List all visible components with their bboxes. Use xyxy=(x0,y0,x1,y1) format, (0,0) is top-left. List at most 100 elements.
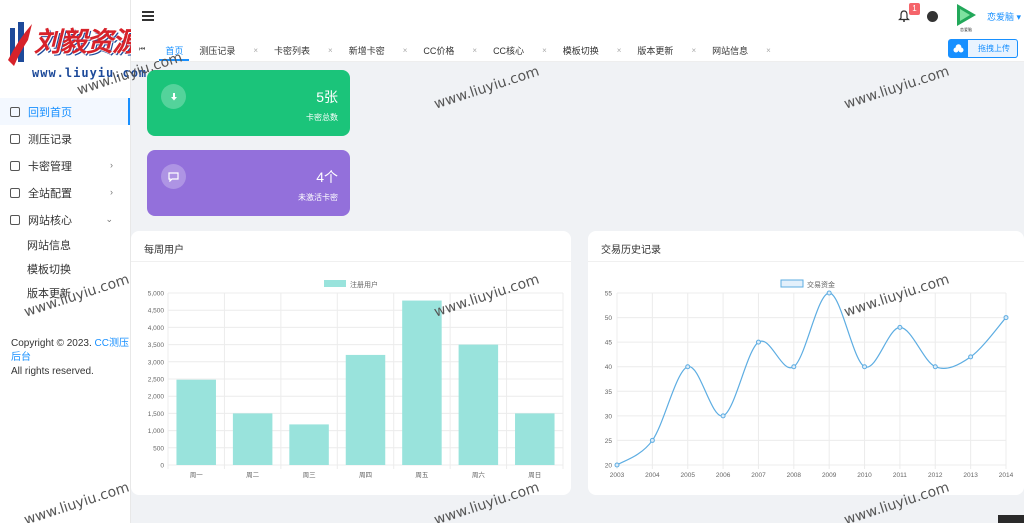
logo-mark-icon xyxy=(8,22,32,66)
user-menu[interactable]: 恋爱脑 ▾ xyxy=(987,10,1021,23)
x-tick-label: 2003 xyxy=(610,472,625,479)
tab-label: 版本更新 xyxy=(637,45,674,56)
data-point xyxy=(720,413,726,419)
tab-label: 模板切换 xyxy=(562,45,599,56)
watermark: www.liuyiu.com xyxy=(432,63,542,113)
tab-cc-core[interactable]: CC核心 × xyxy=(485,40,555,60)
x-tick-label: 周三 xyxy=(303,471,317,479)
x-tick-label: 周二 xyxy=(246,471,260,479)
data-point xyxy=(755,339,761,345)
sidebar-item-label: 回到首页 xyxy=(28,106,72,119)
close-icon[interactable]: × xyxy=(472,45,478,55)
caret-down-icon: ▾ xyxy=(1016,12,1022,22)
tab-label: CC核心 xyxy=(493,45,525,56)
sidebar-subitem-template[interactable]: 模板切换 xyxy=(27,264,71,276)
bell-icon[interactable] xyxy=(898,10,910,22)
tab-label: 首页 xyxy=(165,45,184,56)
sidebar-item-records[interactable]: 测压记录 xyxy=(0,125,130,152)
download-icon xyxy=(161,84,186,109)
data-point xyxy=(791,364,797,370)
sidebar-item-core[interactable]: 网站核心 ⌄ xyxy=(0,206,130,233)
sidebar-subitem-site-info[interactable]: 网站信息 xyxy=(27,240,71,252)
close-icon[interactable]: × xyxy=(402,45,408,55)
stat-card-total-cards: 5张 卡密总数 xyxy=(147,70,350,136)
sidebar-item-label: 测压记录 xyxy=(28,133,72,146)
bar xyxy=(345,354,386,465)
trade-history-chart: 交易资金 20 25 30 35 40 45 50 55 2003 2004 2005 2006 2007… xyxy=(605,279,1014,479)
y-tick-label: 2,500 xyxy=(148,377,165,384)
x-tick-label: 2009 xyxy=(822,472,837,479)
y-tick-label: 35 xyxy=(605,389,613,396)
home-icon xyxy=(10,106,20,117)
config-icon xyxy=(10,187,20,198)
tab-home[interactable]: 首页 xyxy=(157,40,191,61)
copyright-link[interactable]: CC测压后台 xyxy=(11,338,129,363)
x-tick-label: 2007 xyxy=(751,472,766,479)
bar xyxy=(232,413,273,465)
x-tick-label: 周日 xyxy=(528,471,541,479)
tab-label: 测压记录 xyxy=(199,45,236,56)
sidebar-subitem-update[interactable]: 版本更新 xyxy=(27,288,71,300)
panel-title: 交易历史记录 xyxy=(601,245,661,256)
sidebar-item-label: 全站配置 xyxy=(28,187,72,200)
y-tick-label: 5,000 xyxy=(148,291,165,298)
series-line xyxy=(616,292,1007,466)
x-tick-label: 2011 xyxy=(893,472,907,479)
close-icon[interactable]: × xyxy=(253,45,259,55)
menu-toggle-icon[interactable] xyxy=(142,11,154,21)
tab-records[interactable]: 测压记录 × xyxy=(191,40,266,60)
x-tick-label: 2013 xyxy=(963,472,978,479)
y-tick-label: 0 xyxy=(160,463,164,470)
x-tick-label: 周六 xyxy=(472,470,486,479)
close-icon[interactable]: × xyxy=(616,45,622,55)
bar xyxy=(289,424,329,465)
y-tick-label: 1,500 xyxy=(148,411,165,418)
bar xyxy=(458,344,499,465)
copyright-suffix: All rights reserved. xyxy=(11,366,94,377)
card-manage-icon xyxy=(10,160,20,171)
tab-update[interactable]: 版本更新 × xyxy=(629,40,704,60)
chevron-down-icon: ⌄ xyxy=(105,214,113,224)
chevron-right-icon: › xyxy=(110,187,113,197)
close-icon[interactable]: × xyxy=(542,45,547,55)
y-tick-label: 40 xyxy=(605,364,613,371)
sidebar-menu: 回到首页 测压记录 卡密管理 › 全站配置 › 网站核心 ⌄ 网站信息 模板切换… xyxy=(0,98,130,305)
divider xyxy=(588,261,1024,262)
avatar[interactable]: 恋爱脑 xyxy=(954,2,978,32)
copyright: Copyright © 2023. CC测压后台 All rights rese… xyxy=(11,337,130,379)
copyright-prefix: Copyright © 2023. xyxy=(11,338,92,349)
data-point xyxy=(897,324,903,330)
x-tick-label: 2012 xyxy=(928,472,943,479)
stat-label: 卡密总数 xyxy=(306,113,338,122)
y-tick-label: 500 xyxy=(153,445,164,452)
brand-logo[interactable]: 刘毅资源网 www.liuyiu.com xyxy=(4,8,165,84)
sidebar-item-card-manage[interactable]: 卡密管理 › xyxy=(0,152,130,179)
y-tick-label: 50 xyxy=(605,315,613,322)
close-icon[interactable]: × xyxy=(328,45,333,55)
close-icon[interactable]: × xyxy=(691,45,697,55)
username: 恋爱脑 xyxy=(987,12,1015,22)
top-header: ⏮ 首页 测压记录 × 卡密列表 × 新增卡密 × CC价格 × CC核心 × 模板切换 ×… xyxy=(131,0,1024,62)
tab-site-info[interactable]: 网站信息 × xyxy=(704,40,779,60)
close-icon[interactable]: × xyxy=(766,45,771,55)
sidebar: 刘毅资源网 www.liuyiu.com 回到首页 测压记录 卡密管理 › 全站… xyxy=(0,0,165,523)
x-tick-label: 2004 xyxy=(645,472,660,479)
weekly-users-chart: 注册用户 0 500 1,000 1,500 2,000 2,500 3,000 3,500 4,… xyxy=(148,280,564,479)
tab-cc-price[interactable]: CC价格 × xyxy=(415,40,485,60)
brand-url: www.liuyiu.com xyxy=(32,66,148,80)
tab-scroll-left-icon[interactable]: ⏮ xyxy=(139,46,146,53)
legend-swatch xyxy=(324,280,346,287)
x-tick-label: 2006 xyxy=(716,472,731,479)
bar xyxy=(402,300,442,465)
notification-badge: 1 xyxy=(909,3,920,15)
upload-button[interactable]: 拖拽上传 xyxy=(948,39,1018,58)
sidebar-item-config[interactable]: 全站配置 › xyxy=(0,179,130,206)
x-tick-label: 2005 xyxy=(680,472,695,479)
tab-card-list[interactable]: 卡密列表 × xyxy=(266,40,341,60)
sidebar-item-home[interactable]: 回到首页 xyxy=(0,98,130,125)
tab-add-card[interactable]: 新增卡密 × xyxy=(341,40,416,60)
theme-palette-icon[interactable] xyxy=(927,11,938,22)
tab-template[interactable]: 模板切换 × xyxy=(555,40,630,60)
x-tick-label: 2010 xyxy=(857,472,872,479)
y-tick-label: 3,500 xyxy=(148,342,165,349)
